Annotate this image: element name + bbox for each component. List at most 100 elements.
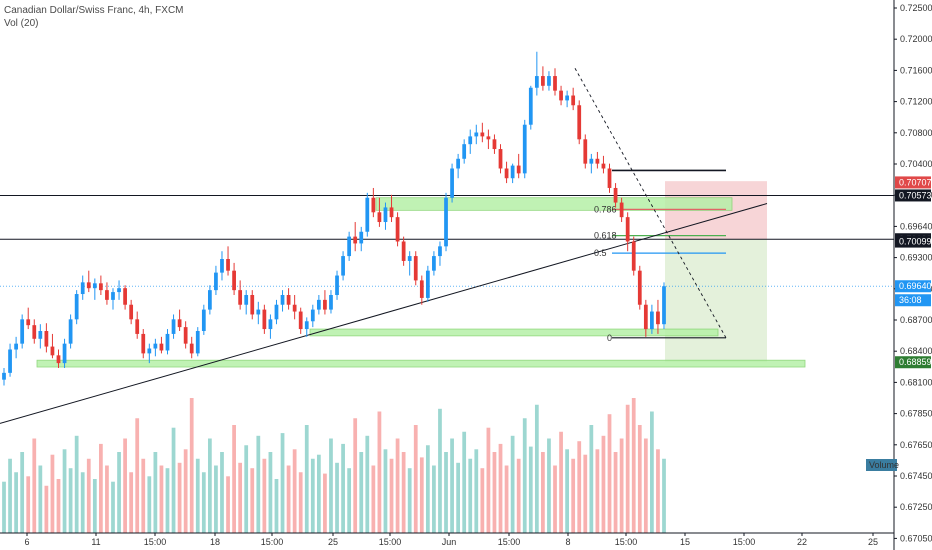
candle-body bbox=[619, 202, 624, 218]
volume-bar bbox=[141, 458, 146, 533]
candle-body bbox=[105, 290, 109, 300]
volume-bar bbox=[541, 452, 545, 533]
y-tick-label: 0.68400 bbox=[900, 346, 932, 356]
volume-bar bbox=[444, 452, 448, 533]
candle-body bbox=[177, 319, 182, 328]
price-tag: 0.70707 bbox=[895, 176, 932, 189]
volume-bar bbox=[195, 458, 200, 533]
candle-body bbox=[335, 275, 339, 296]
volume-bar bbox=[244, 445, 249, 533]
candle-body bbox=[92, 283, 97, 289]
y-tick-label: 0.67450 bbox=[900, 471, 932, 481]
candle-body bbox=[165, 333, 170, 351]
candle-body bbox=[528, 87, 533, 125]
price-tag-bg bbox=[895, 280, 931, 293]
volume-bar bbox=[32, 438, 37, 533]
volume-bar bbox=[256, 435, 261, 533]
candle-body bbox=[347, 236, 352, 257]
volume-bar bbox=[316, 454, 321, 533]
candle-body bbox=[492, 139, 497, 150]
price-axis bbox=[894, 0, 932, 550]
candle-body bbox=[510, 165, 515, 179]
volume-bar bbox=[389, 458, 394, 533]
volume-bar bbox=[74, 435, 79, 533]
support-zone bbox=[309, 328, 719, 337]
volume-bar bbox=[129, 472, 134, 533]
candle-body bbox=[389, 207, 394, 218]
price-tag: 0.68859 bbox=[895, 356, 932, 369]
volume-bar bbox=[407, 468, 412, 533]
candle-body bbox=[99, 283, 103, 291]
price-tag-label: 0.68859 bbox=[899, 357, 932, 367]
volume-bar bbox=[565, 449, 569, 533]
x-tick-label: 15:00 bbox=[615, 537, 638, 547]
y-tick-label: 0.71600 bbox=[900, 65, 932, 75]
indicator-label: Vol (20) bbox=[4, 18, 39, 29]
candle-body bbox=[268, 319, 273, 330]
candle-body bbox=[38, 331, 43, 339]
candle-body bbox=[147, 348, 152, 354]
y-tick-label: 0.69640 bbox=[900, 221, 932, 231]
candle-body bbox=[577, 105, 582, 140]
x-tick-label: 15:00 bbox=[379, 537, 402, 547]
take-profit-zone bbox=[665, 239, 767, 363]
candle-body bbox=[353, 236, 358, 244]
candle-body bbox=[559, 90, 563, 101]
x-tick-label: 11 bbox=[91, 537, 100, 547]
candle-body bbox=[159, 343, 164, 351]
price-tag-bg bbox=[895, 356, 931, 369]
volume-bar bbox=[123, 438, 127, 533]
volume-bar bbox=[643, 438, 648, 533]
support-zone bbox=[375, 197, 733, 211]
candle-body bbox=[395, 217, 400, 242]
price-tag-label: 36:08 bbox=[899, 295, 922, 305]
volume-bar bbox=[68, 468, 73, 533]
volume-bar bbox=[510, 435, 515, 533]
candle-body bbox=[650, 311, 654, 330]
volume-bar bbox=[419, 457, 424, 533]
candle-body bbox=[553, 76, 557, 91]
candle-body bbox=[480, 132, 485, 137]
volume-bar bbox=[38, 465, 43, 533]
candle-body bbox=[571, 95, 576, 106]
volume-bar bbox=[401, 452, 406, 533]
volume-bar bbox=[498, 443, 503, 533]
volume-bar bbox=[583, 454, 588, 533]
chart-legend: Canadian Dollar/Swiss Franc, 4h, FXCM Vo… bbox=[4, 4, 184, 30]
y-tick-label: 0.72500 bbox=[900, 3, 932, 13]
x-tick-label: 15:00 bbox=[498, 537, 521, 547]
y-tick-label: 0.71200 bbox=[900, 97, 932, 107]
candle-body bbox=[8, 349, 12, 373]
candle-body bbox=[504, 168, 509, 179]
volume-bar bbox=[44, 485, 49, 533]
volume-bar bbox=[117, 452, 121, 533]
fib-level-label: 0.786 bbox=[594, 204, 617, 214]
volume-bar bbox=[153, 452, 158, 533]
volume-bar bbox=[577, 441, 582, 533]
candle-body bbox=[643, 304, 648, 330]
x-tick-label: 25 bbox=[328, 537, 338, 547]
volume-bar bbox=[607, 414, 612, 533]
candle-body bbox=[2, 372, 6, 380]
volume-bar bbox=[553, 465, 557, 533]
candle-body bbox=[413, 256, 418, 281]
trendline bbox=[0, 203, 768, 424]
candle-body bbox=[656, 311, 660, 325]
volume-bar bbox=[171, 427, 176, 533]
candle-body bbox=[244, 295, 249, 305]
volume-bar bbox=[214, 465, 218, 533]
candle-body bbox=[359, 231, 364, 244]
candle-body bbox=[565, 95, 569, 101]
candle-body bbox=[589, 158, 594, 164]
candle-body bbox=[383, 207, 388, 223]
volume-bar bbox=[547, 438, 551, 533]
candle-body bbox=[256, 309, 261, 315]
volume-bar bbox=[377, 411, 382, 533]
volume-bar bbox=[656, 449, 660, 533]
candle-body bbox=[250, 295, 255, 315]
volume-bar bbox=[50, 454, 55, 533]
candle-body bbox=[377, 212, 382, 223]
volume-bar bbox=[589, 425, 594, 533]
candle-body bbox=[44, 331, 49, 347]
